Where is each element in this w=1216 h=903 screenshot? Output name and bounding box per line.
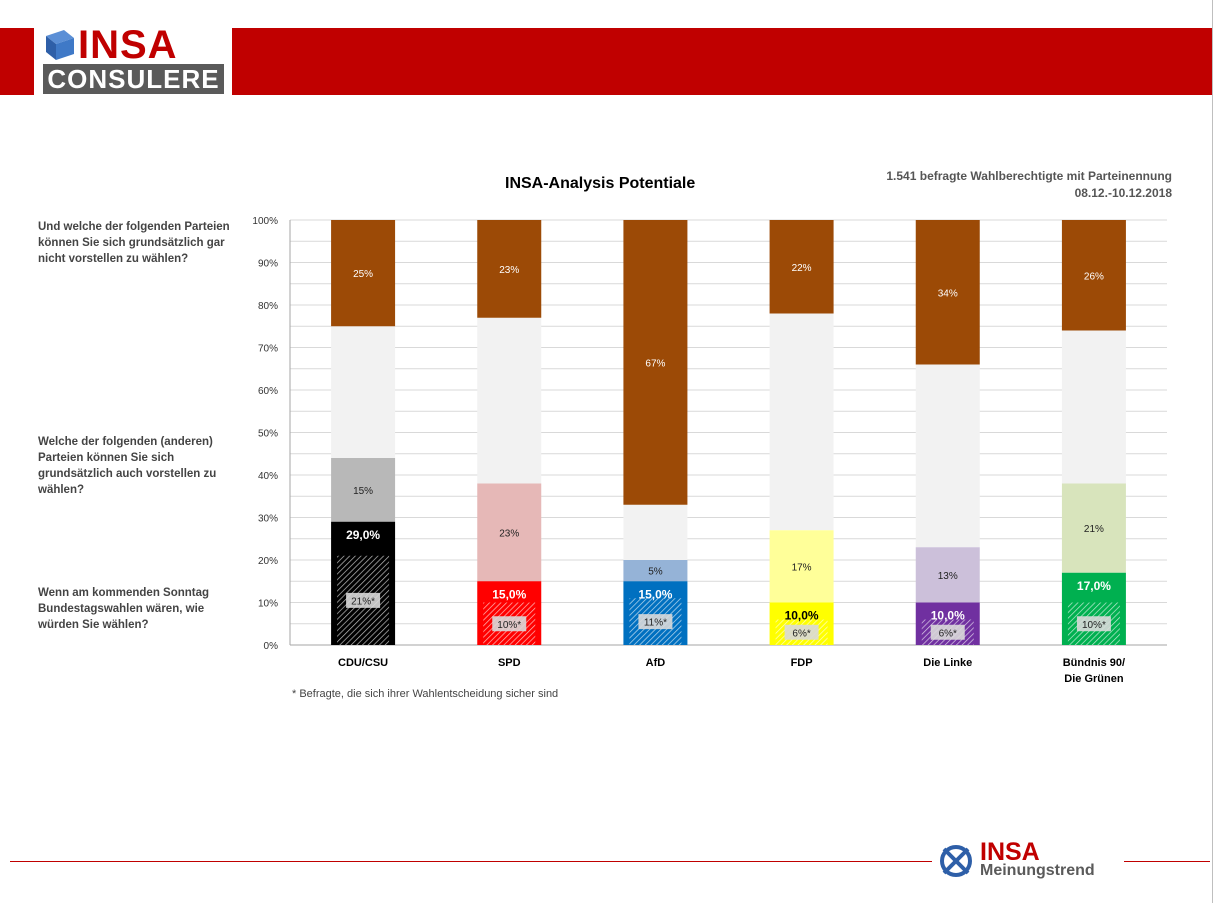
- data-label-never: 34%: [938, 288, 958, 299]
- bar-segment-never: [477, 220, 542, 318]
- footnote: * Befragte, die sich ihrer Wahlentscheid…: [292, 688, 559, 700]
- y-tick-label: 10%: [258, 599, 278, 610]
- y-tick-label: 20%: [258, 556, 278, 567]
- data-label-vote: 15,0%: [492, 587, 526, 601]
- question-also: Welche der folgenden (anderen) Parteien …: [38, 436, 217, 496]
- y-tick-label: 50%: [258, 429, 278, 440]
- x-category-label: Bündnis 90/: [1063, 657, 1125, 669]
- data-label-also: 13%: [938, 571, 958, 582]
- y-tick-label: 60%: [258, 386, 278, 397]
- data-label-vote: 29,0%: [346, 528, 380, 542]
- data-label-sure-box: [638, 614, 673, 630]
- bar-segment-also: [769, 530, 834, 603]
- data-label-also: 23%: [499, 528, 519, 539]
- data-label-sure-box: [1076, 616, 1111, 632]
- x-category-label: Die Linke: [923, 657, 972, 669]
- bar-segment-undecided: [623, 504, 688, 560]
- footer-insa-text: INSA: [980, 838, 1040, 866]
- sample-size: 1.541 befragte Wahlberechtigte mit Parte…: [886, 169, 1172, 183]
- bar-segment-never: [623, 220, 688, 505]
- y-tick-label: 90%: [258, 259, 278, 270]
- data-label-never: 22%: [792, 263, 812, 274]
- logo-insa-text: INSA: [78, 23, 178, 67]
- bar-segment-also: [477, 483, 542, 582]
- data-label-also: 21%: [1084, 524, 1104, 535]
- y-tick-label: 30%: [258, 514, 278, 525]
- x-category-label: CDU/CSU: [338, 657, 388, 669]
- logo-consulere-text: CONSULERE: [43, 64, 224, 94]
- data-label-never: 25%: [353, 269, 373, 280]
- footer-line-left: [10, 861, 932, 862]
- data-label-sure-box: [784, 624, 819, 640]
- data-label-never: 26%: [1084, 271, 1104, 282]
- y-tick-label: 0%: [264, 641, 279, 652]
- bar-segment-never: [769, 220, 834, 314]
- footer-meinungstrend-text: Meinungstrend: [980, 862, 1095, 879]
- question-never: Und welche der folgenden Parteien können…: [38, 221, 230, 265]
- right-border: [1212, 0, 1213, 903]
- chart-title: INSA-Analysis Potentiale: [505, 175, 696, 192]
- bar-segment-undecided: [331, 326, 396, 458]
- data-label-sure: 6%*: [792, 628, 810, 639]
- data-label-also: 15%: [353, 486, 373, 497]
- bar-segment-undecided: [769, 313, 834, 531]
- data-label-sure: 11%*: [644, 618, 667, 629]
- y-tick-label: 80%: [258, 301, 278, 312]
- y-tick-label: 100%: [252, 216, 278, 227]
- bar-segment-never: [1061, 220, 1126, 331]
- sample-info: 1.541 befragte Wahlberechtigte mit Parte…: [886, 168, 1172, 202]
- data-label-vote: 10,0%: [785, 609, 819, 623]
- logo-cube-icon: [46, 30, 74, 60]
- data-label-vote: 17,0%: [1077, 579, 1111, 593]
- footer-line-right: [1124, 861, 1210, 862]
- y-tick-label: 70%: [258, 344, 278, 355]
- data-label-also: 5%: [648, 567, 663, 578]
- data-label-vote: 10,0%: [931, 609, 965, 623]
- data-label-sure: 21%*: [351, 596, 375, 607]
- data-label-sure: 6%*: [939, 628, 957, 639]
- bar-segment-undecided: [1061, 330, 1126, 484]
- x-category-label: AfD: [646, 657, 666, 669]
- data-label-vote: 15,0%: [638, 587, 672, 601]
- bar-segment-also: [623, 560, 688, 582]
- bar-segment-never: [915, 220, 980, 365]
- footer-insa-icon: [940, 845, 972, 877]
- bar-segment-undecided: [915, 364, 980, 548]
- x-category-label: SPD: [498, 657, 521, 669]
- survey-dates: 08.12.-10.12.2018: [1074, 186, 1172, 200]
- bar-segment-also: [1061, 483, 1126, 573]
- data-label-never: 23%: [499, 265, 519, 276]
- data-label-sure-box: [346, 592, 381, 608]
- question-vote: Wenn am kommenden Sonntag Bundestagswahl…: [38, 587, 210, 631]
- data-label-sure: 10%*: [1082, 620, 1106, 631]
- y-tick-label: 40%: [258, 471, 278, 482]
- data-label-sure-box: [492, 616, 527, 632]
- bar-segment-never: [331, 220, 396, 327]
- data-label-also: 17%: [792, 562, 812, 573]
- x-category-label: FDP: [791, 657, 813, 669]
- x-category-label: Die Grünen: [1064, 673, 1124, 685]
- bar-segment-also: [915, 547, 980, 603]
- data-label-sure-box: [930, 624, 965, 640]
- data-label-never: 67%: [645, 358, 665, 369]
- data-label-sure: 10%*: [497, 620, 521, 631]
- bar-segment-also: [331, 458, 396, 522]
- bar-segment-undecided: [477, 317, 542, 484]
